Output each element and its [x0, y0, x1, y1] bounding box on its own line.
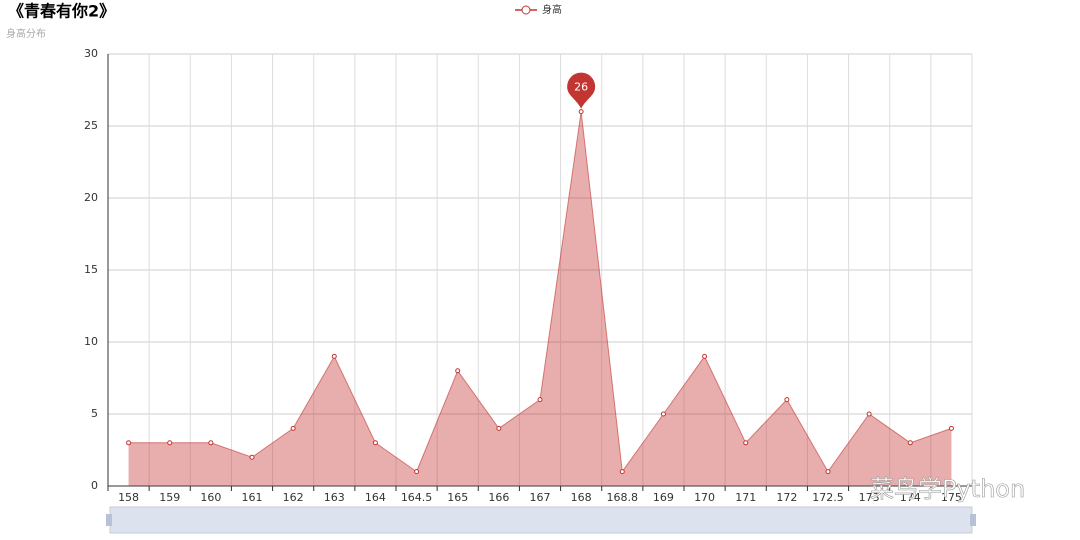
watermark: 菜鸟学Python	[870, 475, 1025, 503]
legend-symbol	[521, 5, 531, 15]
point	[208, 440, 214, 446]
point	[455, 368, 461, 374]
point	[249, 454, 255, 460]
x-tick-label: 172	[776, 491, 797, 504]
x-tick-label: 161	[242, 491, 263, 504]
point	[825, 469, 831, 475]
chart-title: 《青春有你2》	[8, 2, 115, 21]
point	[578, 109, 584, 115]
x-tick-label: 168	[571, 491, 592, 504]
chart-subtitle: 身高分布	[6, 27, 46, 40]
zoom-handle[interactable]	[106, 514, 112, 526]
y-tick-label: 20	[84, 191, 98, 204]
point	[702, 353, 708, 359]
x-tick-label: 172.5	[812, 491, 844, 504]
point	[414, 469, 420, 475]
x-tick-label: 175	[941, 491, 962, 504]
x-tick-label: 173	[859, 491, 880, 504]
x-tick-label: 167	[530, 491, 551, 504]
x-tick-label: 166	[488, 491, 509, 504]
point	[290, 425, 296, 431]
x-tick-label: 159	[159, 491, 180, 504]
x-tick-label: 162	[283, 491, 304, 504]
data-zoom[interactable]	[106, 506, 976, 534]
x-tick-label: 165	[447, 491, 468, 504]
y-tick-label: 5	[91, 407, 98, 420]
area	[128, 111, 952, 486]
zoom-handle[interactable]	[970, 514, 976, 526]
point	[126, 440, 132, 446]
zoom-track[interactable]	[109, 506, 973, 534]
point	[537, 397, 543, 403]
x-tick-label: 164.5	[401, 491, 433, 504]
x-tick-label: 160	[200, 491, 221, 504]
x-tick-label: 169	[653, 491, 674, 504]
x-tick-label: 164	[365, 491, 386, 504]
point	[948, 425, 954, 431]
legend-label: 身高	[542, 3, 562, 16]
point	[907, 440, 913, 446]
point	[167, 440, 173, 446]
point	[496, 425, 502, 431]
y-tick-label: 0	[91, 479, 98, 492]
x-tick-label: 168.8	[607, 491, 639, 504]
point	[660, 411, 666, 417]
point	[866, 411, 872, 417]
y-tick-label: 10	[84, 335, 98, 348]
y-tick-label: 15	[84, 263, 98, 276]
mark-pin	[567, 72, 596, 109]
x-tick-label: 170	[694, 491, 715, 504]
x-tick-label: 174	[900, 491, 921, 504]
point	[372, 440, 378, 446]
point	[619, 469, 625, 475]
point	[743, 440, 749, 446]
x-tick-label: 163	[324, 491, 345, 504]
mark-label: 26	[574, 81, 588, 94]
y-tick-label: 25	[84, 119, 98, 132]
point	[331, 353, 337, 359]
point	[784, 397, 790, 403]
x-tick-label: 171	[735, 491, 756, 504]
x-tick-label: 158	[118, 491, 139, 504]
y-tick-label: 30	[84, 47, 98, 60]
